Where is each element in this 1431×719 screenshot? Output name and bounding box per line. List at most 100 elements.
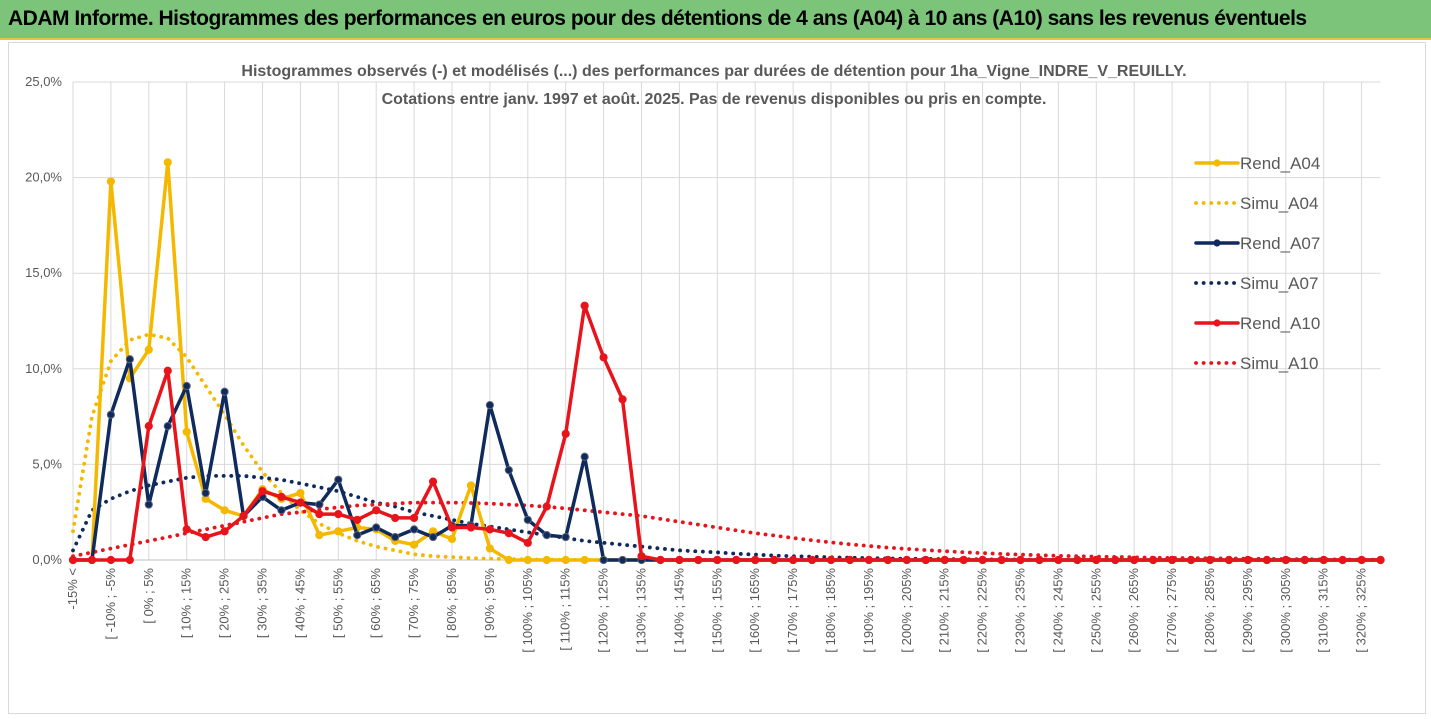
data-point: [1281, 555, 1290, 565]
x-tick-label: [ 90% ; 95%: [482, 568, 497, 639]
legend-label: Simu_A04: [1240, 194, 1318, 213]
data-point: [675, 555, 684, 565]
x-tick-label: [ 190% ; 195%: [861, 568, 876, 653]
x-tick-label: [ 80% ; 85%: [444, 568, 459, 639]
data-point: [580, 301, 589, 310]
data-point: [770, 555, 779, 565]
data-point: [277, 506, 286, 515]
legend: Rend_A04 Simu_A04 Rend_A07 Simu_A07 Rend_A10…: [1194, 154, 1320, 373]
data-point: [504, 529, 513, 538]
data-point: [732, 555, 741, 565]
data-point: [864, 555, 874, 565]
y-tick-label: 5,0%: [32, 456, 62, 471]
data-point: [1186, 555, 1196, 565]
data-point: [997, 555, 1006, 565]
legend-item: Simu_A04: [1194, 194, 1318, 213]
data-point: [315, 531, 324, 540]
data-point: [523, 515, 532, 524]
x-tick-label: [ 250% ; 255%: [1088, 568, 1103, 653]
x-tick-label: [ 40% ; 45%: [292, 568, 307, 639]
x-tick-label: [ 60% ; 65%: [368, 568, 383, 639]
data-point: [1243, 555, 1253, 565]
data-point: [1035, 555, 1044, 565]
data-point: [485, 401, 494, 410]
data-point: [163, 158, 172, 167]
data-point: [182, 525, 191, 534]
x-tick-label: [ 160% ; 165%: [747, 568, 762, 653]
legend-item: Simu_A10: [1194, 354, 1318, 373]
legend-label: Rend_A07: [1240, 234, 1320, 253]
data-point: [466, 523, 476, 532]
x-tick-label: [ 260% ; 265%: [1126, 568, 1141, 653]
y-tick-label: 10,0%: [25, 361, 62, 376]
data-point: [504, 466, 513, 475]
data-point: [1357, 555, 1366, 565]
data-point: [466, 481, 476, 490]
data-point: [201, 532, 210, 542]
data-point: [504, 555, 513, 565]
data-point: [921, 555, 930, 565]
data-point: [315, 500, 324, 509]
x-tick-label: [ 30% ; 35%: [255, 568, 270, 639]
data-point: [561, 532, 570, 542]
data-point: [428, 532, 438, 542]
data-point: [959, 555, 968, 565]
data-point: [1319, 555, 1328, 565]
data-point: [807, 555, 817, 565]
data-point: [561, 429, 570, 438]
data-point: [789, 555, 798, 565]
data-point: [182, 381, 191, 391]
legend-marker: [1213, 159, 1221, 167]
data-point: [485, 525, 494, 534]
y-axis: 0,0% 5,0% 10,0% 15,0% 20,0% 25,0%: [25, 74, 62, 567]
data-point: [883, 555, 892, 565]
chart-subtitle: Cotations entre janv. 1997 et août. 2025…: [382, 91, 1047, 108]
data-point: [220, 506, 229, 515]
data-point: [334, 475, 343, 484]
legend-item: Rend_A07: [1194, 234, 1320, 253]
report-title: ADAM Informe. Histogrammes des performan…: [8, 7, 1307, 30]
data-point: [277, 492, 286, 502]
chart-title: Histogrammes observés (-) et modélisés (…: [241, 63, 1186, 80]
data-point: [751, 555, 760, 565]
x-tick-label: [ 230% ; 235%: [1013, 568, 1028, 653]
x-tick-label: [ 270% ; 275%: [1164, 568, 1179, 653]
data-point: [656, 555, 665, 565]
series-rend-a07: [68, 355, 1385, 565]
data-point: [410, 525, 419, 534]
data-point: [845, 555, 855, 565]
data-point: [447, 534, 457, 544]
x-tick-label: [ 170% ; 175%: [785, 568, 800, 653]
series-line: [71, 303, 1383, 562]
data-point: [447, 523, 457, 532]
legend-item: Rend_A04: [1194, 154, 1320, 173]
report-banner: ADAM Informe. Histogrammes des performan…: [0, 0, 1431, 40]
x-tick-label: [ 280% ; 285%: [1202, 568, 1217, 653]
data-point: [1205, 555, 1215, 565]
x-tick-label: [ 130% ; 135%: [634, 568, 649, 653]
legend-label: Rend_A10: [1240, 314, 1320, 333]
x-tick-label: [ 240% ; 245%: [1050, 568, 1065, 653]
data-point: [258, 487, 267, 496]
data-point: [296, 498, 305, 507]
series-line: [71, 473, 1383, 562]
data-point: [1262, 555, 1271, 565]
data-point: [694, 555, 703, 565]
y-tick-label: 0,0%: [32, 552, 62, 567]
data-point: [315, 510, 324, 519]
x-tick-label: [ 20% ; 25%: [217, 568, 232, 639]
series-simu-a10: [71, 500, 1383, 562]
data-point: [1224, 555, 1234, 565]
data-point: [334, 527, 343, 536]
data-point: [144, 345, 153, 354]
data-point: [106, 177, 116, 186]
data-point: [826, 555, 836, 565]
data-point: [239, 511, 248, 521]
data-point: [220, 387, 229, 396]
x-tick-label: [ 70% ; 75%: [406, 568, 421, 639]
data-point: [125, 355, 134, 364]
data-point: [1054, 555, 1063, 565]
legend-marker: [1213, 319, 1221, 327]
data-point: [561, 555, 570, 565]
data-point: [1130, 555, 1139, 565]
